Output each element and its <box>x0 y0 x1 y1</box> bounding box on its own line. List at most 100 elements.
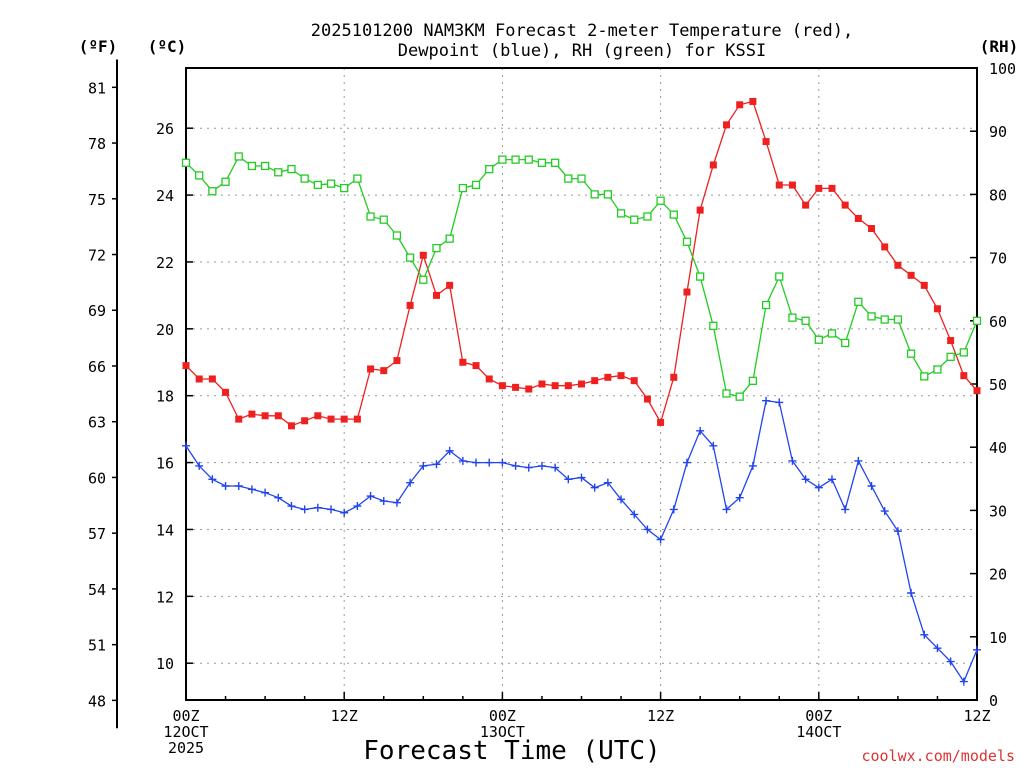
temperature-point <box>762 138 770 146</box>
rh-point <box>630 215 639 224</box>
dewpoint-point <box>551 463 560 472</box>
dewpoint-line <box>185 399 978 683</box>
rh-point <box>287 164 296 174</box>
dewpoint-point <box>537 461 546 470</box>
temperature-point <box>472 362 480 370</box>
temperature-point <box>327 415 335 423</box>
temperature-line <box>185 100 978 427</box>
dewpoint-point <box>432 460 441 469</box>
rh-point <box>748 376 758 385</box>
dewpoint-point <box>379 497 388 506</box>
celsius-tick-label: 20 <box>156 321 174 339</box>
rh-point <box>709 321 718 331</box>
dewpoint-point <box>445 446 454 455</box>
series-temperature <box>182 97 981 430</box>
temperature-point <box>195 375 203 383</box>
celsius-units-label: (ºC) <box>148 37 187 56</box>
dewpoint-point <box>406 478 415 487</box>
rh-point <box>511 155 520 164</box>
dewpoint-point <box>261 488 270 497</box>
chart-title-line1: 2025101200 NAM3KM Forecast 2-meter Tempe… <box>311 21 853 41</box>
dewpoint-point <box>287 502 296 511</box>
rh-tick-label: 70 <box>989 250 1007 268</box>
dewpoint-point <box>669 505 678 514</box>
series-rh <box>181 152 982 401</box>
temperature-point <box>894 261 902 269</box>
dewpoint-point <box>300 505 309 514</box>
fahrenheit-tick-label: 78 <box>88 135 106 153</box>
rh-point <box>392 231 402 240</box>
temperature-point <box>683 288 691 296</box>
dewpoint-point <box>643 525 652 534</box>
fahrenheit-tick-label: 63 <box>88 414 106 432</box>
temperature-point <box>643 395 651 403</box>
rh-tick-label: 20 <box>989 566 1007 584</box>
x-axis-label: Forecast Time (UTC) <box>363 736 660 766</box>
rh-line <box>185 155 978 398</box>
rh-point <box>485 164 494 174</box>
chart-title-line2: Dewpoint (blue), RH (green) for KSSI <box>398 41 766 61</box>
temperature-point <box>182 362 190 370</box>
dewpoint-point <box>353 502 362 511</box>
dewpoint-point <box>274 493 283 502</box>
rh-point <box>432 243 441 253</box>
rh-point <box>827 329 837 338</box>
dewpoint-point <box>748 461 757 470</box>
temperature-point <box>525 385 533 393</box>
temperature-point <box>670 373 678 381</box>
dewpoint-point <box>511 461 520 470</box>
rh-point <box>616 209 626 218</box>
dewpoint-point <box>893 527 902 536</box>
rh-tick-label: 90 <box>989 123 1007 141</box>
dewpoint-point <box>801 475 810 484</box>
time-tick-label: 12OCT <box>163 723 208 741</box>
rh-point <box>564 174 573 183</box>
celsius-tick-label: 10 <box>156 655 174 673</box>
rh-point <box>419 275 428 284</box>
dewpoint-point <box>841 505 850 514</box>
rh-point <box>735 392 744 401</box>
temperature-point <box>841 201 849 209</box>
rh-point <box>577 174 586 183</box>
dewpoint-point <box>880 507 889 516</box>
fahrenheit-tick-label: 69 <box>88 302 106 320</box>
dewpoint-point <box>946 657 955 666</box>
dewpoint-point <box>247 485 256 494</box>
rh-point <box>208 187 217 196</box>
dewpoint-point <box>392 498 401 507</box>
temperature-point <box>419 251 427 259</box>
temperature-point <box>261 412 269 420</box>
dewpoint-point <box>234 481 243 490</box>
rh-point <box>933 365 942 374</box>
rh-point <box>260 161 270 171</box>
dewpoint-point <box>419 461 428 470</box>
celsius-tick-label: 16 <box>156 455 174 473</box>
rh-point <box>801 316 810 325</box>
dewpoint-point <box>472 458 481 467</box>
rh-tick-label: 40 <box>989 439 1007 457</box>
rh-point <box>643 212 652 221</box>
fahrenheit-tick-label: 60 <box>88 469 106 487</box>
temperature-point <box>696 206 704 214</box>
temperature-point <box>485 375 493 383</box>
temperature-point <box>933 305 941 313</box>
dewpoint-point <box>458 456 467 465</box>
dewpoint-point <box>524 463 533 472</box>
dewpoint-point <box>788 456 797 465</box>
rh-tick-label: 0 <box>989 692 998 710</box>
rh-point <box>669 210 678 219</box>
temperature-point <box>815 184 823 192</box>
dewpoint-point <box>907 588 916 597</box>
celsius-tick-label: 14 <box>156 521 174 539</box>
rh-point <box>959 348 968 357</box>
rh-point <box>445 234 454 243</box>
rh-point <box>788 313 797 322</box>
fahrenheit-units-label: (ºF) <box>79 37 118 56</box>
dewpoint-point <box>617 495 626 504</box>
series-layer <box>181 97 982 686</box>
rh-tick-label: 50 <box>989 376 1007 394</box>
dewpoint-point <box>709 441 718 450</box>
time-tick-label: 2025 <box>168 739 204 757</box>
dewpoint-point <box>564 475 573 484</box>
temperature-point <box>604 373 612 381</box>
